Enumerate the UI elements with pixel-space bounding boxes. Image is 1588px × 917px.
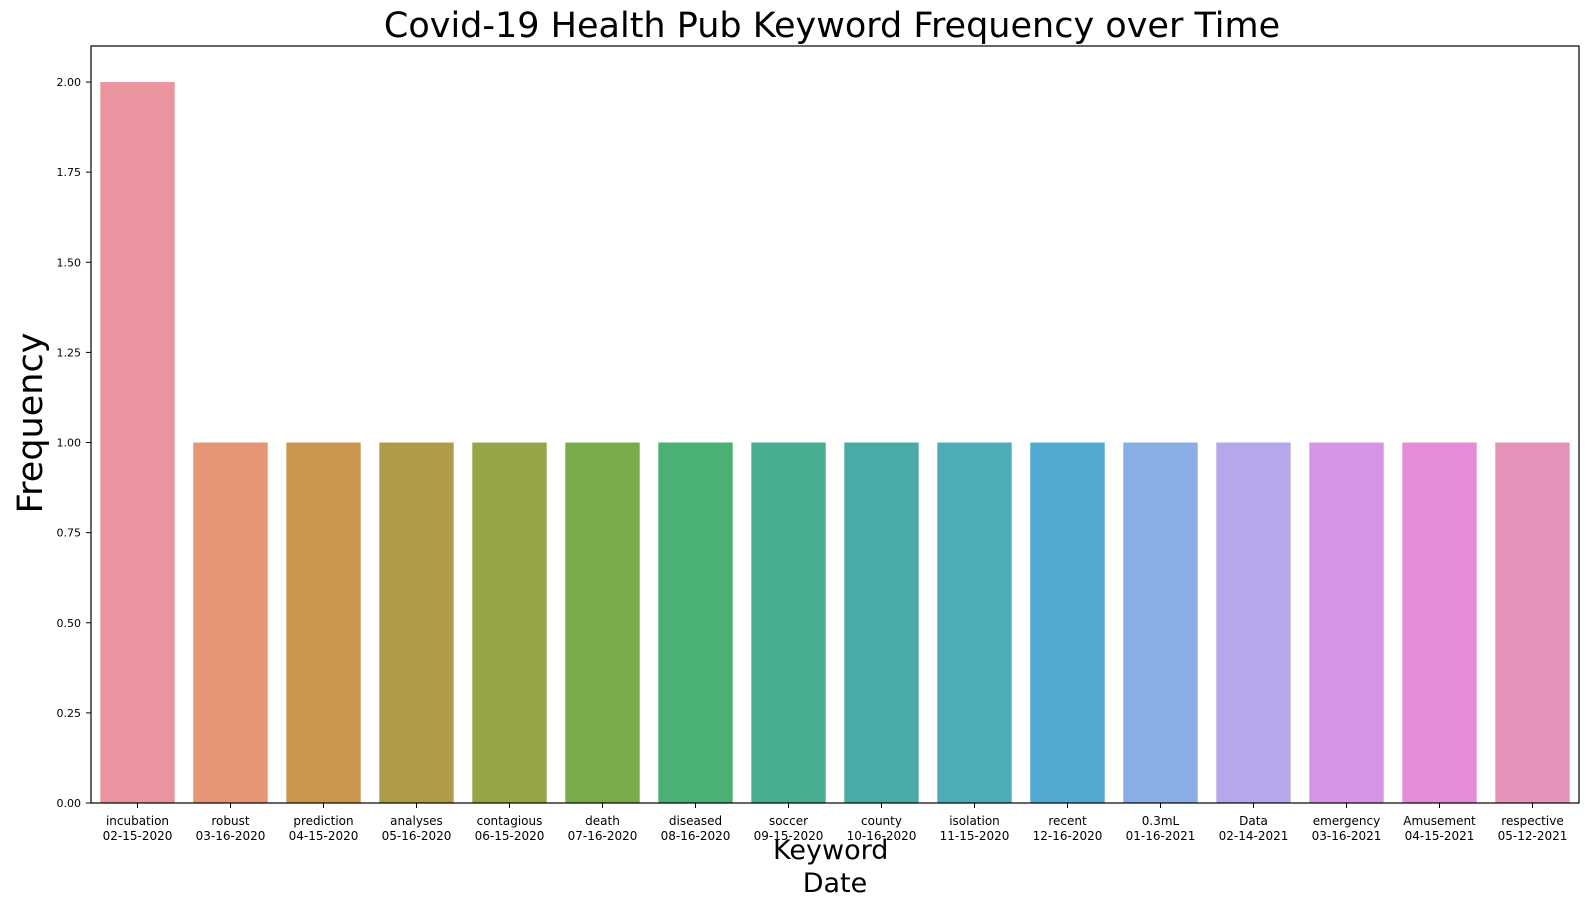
bar-amusement: [1402, 442, 1477, 803]
bar-data: [1216, 442, 1291, 803]
y-tick-label: 1.25: [57, 346, 82, 359]
bar-isolation: [937, 442, 1012, 803]
bar-diseased: [658, 442, 733, 803]
x-tick-label: soccer 09-15-2020: [754, 814, 824, 843]
x-tick-label: emergency 03-16-2021: [1312, 814, 1382, 843]
y-tick-label: 1.75: [57, 166, 82, 179]
bar-0-3ml: [1123, 442, 1198, 803]
x-axis-label: Keyword Date: [773, 835, 897, 899]
bar-recent: [1030, 442, 1105, 803]
bar-prediction: [286, 442, 361, 803]
x-tick-label: Amusement 04-15-2021: [1403, 814, 1476, 843]
bars-layer: [100, 82, 1570, 804]
y-tick-label: 1.00: [57, 437, 82, 450]
x-axis-label-keyword: Keyword: [773, 835, 888, 866]
y-tick-label: 0.25: [57, 707, 82, 720]
x-tick-label: diseased 08-16-2020: [661, 814, 731, 843]
y-tick-label: 0.75: [57, 527, 82, 540]
bar-robust: [193, 442, 268, 803]
bar-county: [844, 442, 919, 803]
bar-death: [565, 442, 640, 803]
x-tick-label: respective 05-12-2021: [1498, 814, 1568, 843]
x-tick-label: recent 12-16-2020: [1033, 814, 1103, 843]
y-tick-label: 0.00: [57, 797, 82, 810]
bar-emergency: [1309, 442, 1384, 803]
bar-respective: [1495, 442, 1570, 803]
y-ticks: 0.00 0.25 0.50 0.75 1.00 1.25 1.50 1.75 2.00: [57, 76, 91, 810]
x-tick-label: contagious 06-15-2020: [475, 814, 545, 843]
x-tick-label: county 10-16-2020: [847, 814, 917, 843]
x-ticks: incubation 02-15-2020 robust 03-16-2020 pred…: [103, 803, 1568, 843]
bar-contagious: [472, 442, 547, 803]
x-tick-label: incubation 02-15-2020: [103, 814, 173, 843]
y-tick-label: 2.00: [57, 76, 82, 89]
x-tick-label: isolation 11-15-2020: [940, 814, 1010, 843]
x-tick-label: prediction 04-15-2020: [289, 814, 359, 843]
bar-soccer: [751, 442, 826, 803]
bar-analyses: [379, 442, 454, 803]
y-axis-label: Frequency: [11, 333, 51, 514]
x-axis-label-date: Date: [803, 868, 868, 899]
x-tick-label: Data 02-14-2021: [1219, 814, 1289, 843]
x-tick-label: death 07-16-2020: [568, 814, 638, 843]
bar-incubation: [100, 82, 175, 804]
y-tick-label: 1.50: [57, 256, 82, 269]
y-tick-label: 0.50: [57, 617, 82, 630]
chart-title: Covid-19 Health Pub Keyword Frequency ov…: [384, 6, 1280, 46]
x-tick-label: 0.3mL 01-16-2021: [1126, 814, 1196, 843]
x-tick-label: robust 03-16-2020: [196, 814, 266, 843]
x-tick-label: analyses 05-16-2020: [382, 814, 452, 843]
plot-frame: [90, 45, 1580, 804]
